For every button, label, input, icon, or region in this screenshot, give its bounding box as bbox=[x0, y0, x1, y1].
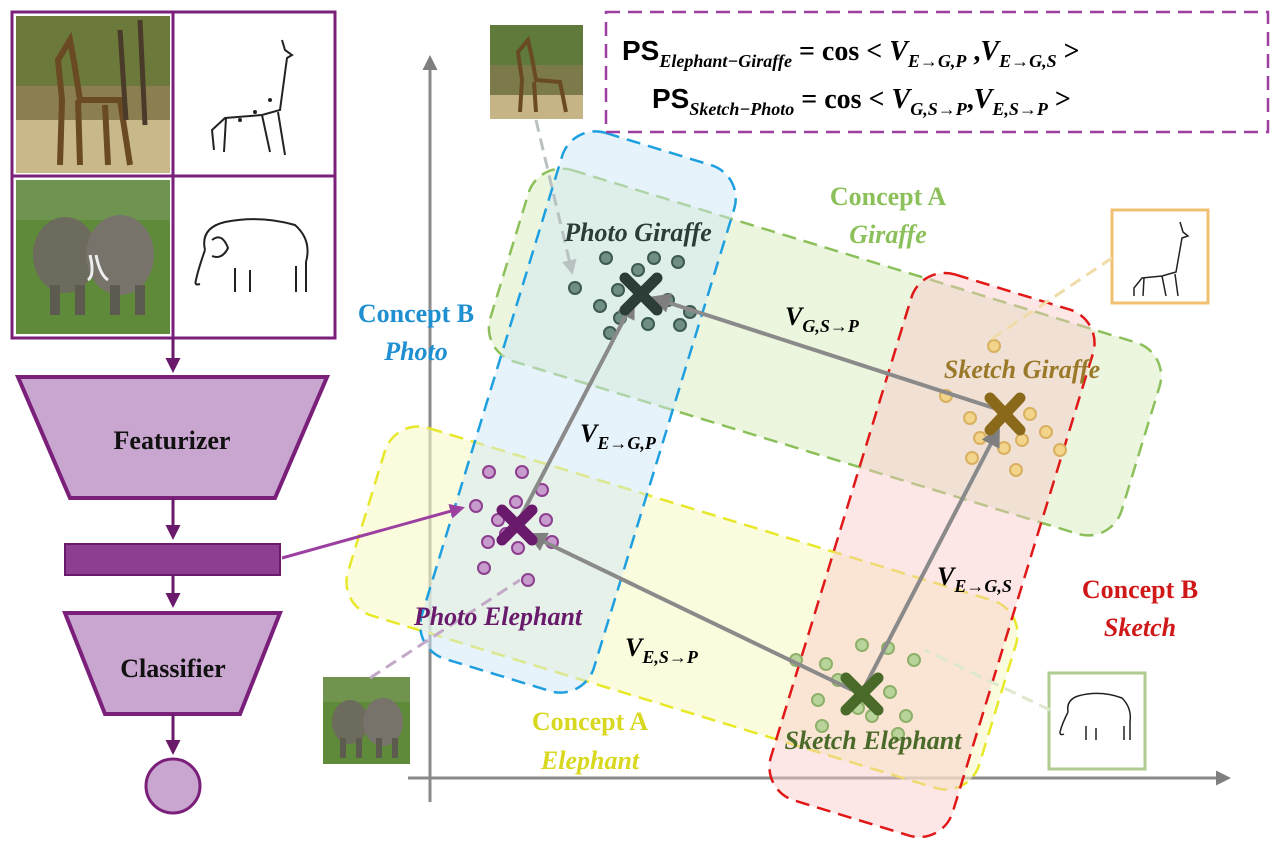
vector-e-s-p-arrow bbox=[526, 532, 853, 692]
photo-elephant-point bbox=[539, 513, 553, 527]
photo-giraffe-point bbox=[631, 263, 645, 277]
input-image-grid bbox=[10, 10, 337, 340]
vector-e-g-p-arrow bbox=[516, 298, 635, 523]
concept-a-elephant-title: Concept A bbox=[532, 707, 649, 736]
photo-elephant-point bbox=[482, 465, 496, 479]
photo-giraffe-point bbox=[673, 318, 687, 332]
photo-giraffe-point bbox=[593, 299, 607, 313]
sketch-giraffe-point bbox=[973, 431, 987, 445]
sketch-elephant-sample-link bbox=[924, 648, 1051, 712]
feature-projection-arrow bbox=[281, 503, 465, 560]
photo-giraffe-point bbox=[568, 281, 582, 295]
sketch-giraffe-point bbox=[1039, 425, 1053, 439]
sketch-elephant-point bbox=[855, 638, 869, 652]
photo-giraffe-point bbox=[599, 251, 613, 265]
sketch-giraffe-point bbox=[1053, 443, 1067, 457]
sketch-elephant-image bbox=[177, 180, 331, 334]
concept-a-elephant-name: Elephant bbox=[540, 746, 640, 775]
sketch-giraffe-point bbox=[1015, 433, 1029, 447]
photo-elephant-point bbox=[469, 499, 483, 513]
formula-ps-elephant-giraffe: PSElephant−Giraffe = cos < VE→G,P ,VE→G,… bbox=[622, 35, 1080, 71]
photo-giraffe-image bbox=[16, 16, 170, 173]
vector-e-g-s-label: VE→G,S bbox=[937, 562, 1012, 596]
sketch-elephant-label: Sketch Elephant bbox=[785, 726, 963, 755]
vector-g-s-p-label: VG,S→P bbox=[785, 302, 860, 336]
photo-elephant-sample-link bbox=[369, 578, 521, 680]
formula-box: PSElephant−Giraffe = cos < VE→G,P ,VE→G,… bbox=[604, 10, 1270, 134]
output-node bbox=[144, 757, 202, 815]
sketch-giraffe-centroid bbox=[984, 392, 1026, 436]
sample-photo-elephant-thumb bbox=[323, 677, 410, 764]
photo-giraffe-point bbox=[641, 317, 655, 331]
photo-elephant-centroid bbox=[496, 504, 538, 546]
sketch-elephant-point bbox=[811, 693, 825, 707]
sketch-elephant-point bbox=[899, 709, 913, 723]
concept-b-photo-region bbox=[418, 130, 738, 694]
concept-b-sketch-title: Concept B bbox=[1082, 575, 1198, 604]
sketch-giraffe-point bbox=[965, 451, 979, 465]
sketch-giraffe-sample-link bbox=[989, 256, 1113, 342]
vector-g-s-p-arrow bbox=[650, 293, 1001, 412]
photo-giraffe-label: Photo Giraffe bbox=[563, 218, 712, 247]
sketch-elephant-point bbox=[883, 685, 897, 699]
photo-elephant-point bbox=[491, 513, 505, 527]
photo-elephant-point bbox=[511, 541, 525, 555]
photo-elephant-point bbox=[521, 573, 535, 587]
photo-elephant-point bbox=[477, 561, 491, 575]
sketch-elephant-point bbox=[891, 727, 905, 741]
photo-giraffe-sample-link bbox=[534, 119, 577, 275]
photo-elephant-image bbox=[16, 180, 170, 334]
sketch-giraffe-point bbox=[997, 441, 1011, 455]
concept-a-giraffe-title: Concept A bbox=[830, 182, 947, 211]
sketch-giraffe-point bbox=[987, 339, 1001, 353]
photo-elephant-point bbox=[481, 535, 495, 549]
sketch-elephant-point bbox=[815, 719, 829, 733]
vector-e-g-s-arrow bbox=[860, 426, 1000, 693]
featurizer-block: Featurizer bbox=[14, 375, 331, 500]
sketch-giraffe-point bbox=[1009, 463, 1023, 477]
sample-sketch-giraffe-thumb bbox=[1110, 208, 1210, 305]
concept-a-giraffe-name: Giraffe bbox=[849, 220, 927, 249]
photo-elephant-point bbox=[515, 465, 529, 479]
sketch-giraffe-point bbox=[963, 411, 977, 425]
concept-b-sketch-name: Sketch bbox=[1104, 613, 1176, 642]
concept-b-photo-name: Photo bbox=[383, 337, 448, 366]
photo-giraffe-point bbox=[671, 255, 685, 269]
photo-giraffe-point bbox=[611, 283, 625, 297]
classifier-label: Classifier bbox=[120, 654, 225, 683]
photo-giraffe-centroid bbox=[619, 272, 663, 316]
sketch-giraffe-point bbox=[1023, 407, 1037, 421]
formula-ps-sketch-photo: PSSketch−Photo = cos < VG,S→P,VE,S→P > bbox=[652, 83, 1071, 119]
sketch-elephant-centroid bbox=[840, 672, 884, 716]
sketch-elephant-point bbox=[819, 657, 833, 671]
sample-photo-giraffe-thumb bbox=[490, 25, 583, 119]
vector-e-s-p-label: VE,S→P bbox=[625, 633, 699, 667]
vector-e-g-p-label: VE→G,P bbox=[580, 419, 657, 453]
featurizer-label: Featurizer bbox=[114, 426, 231, 455]
sketch-giraffe-label: Sketch Giraffe bbox=[944, 355, 1100, 384]
sketch-elephant-point bbox=[907, 653, 921, 667]
photo-giraffe-points bbox=[568, 251, 697, 340]
concept-b-photo-title: Concept B bbox=[358, 299, 474, 328]
photo-giraffe-point bbox=[647, 251, 661, 265]
photo-elephant-point bbox=[509, 495, 523, 509]
sketch-giraffe-image bbox=[177, 16, 331, 173]
photo-elephant-label: Photo Elephant bbox=[413, 602, 583, 631]
classifier-block: Classifier bbox=[62, 611, 283, 716]
sample-sketch-elephant-thumb bbox=[1047, 671, 1147, 771]
feature-vector-bar bbox=[64, 543, 281, 576]
